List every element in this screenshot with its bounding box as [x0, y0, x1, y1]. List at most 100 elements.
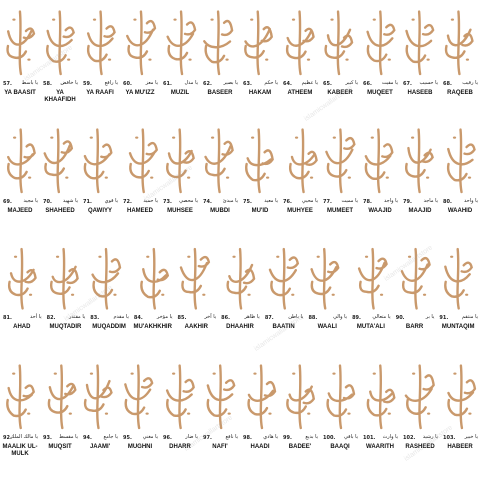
item-name: WAARITH	[366, 444, 394, 450]
item-arabic: يا بر	[425, 314, 435, 320]
item-number: 61.	[163, 81, 172, 87]
calligraphy-dot	[426, 58, 430, 61]
item-name: MU'AKHKHIR	[133, 324, 172, 330]
calligraphy-dot	[13, 255, 18, 258]
item: 71. يا قوي QAWIYY	[80, 120, 120, 238]
calligraphy-dot	[68, 412, 72, 415]
item-arabic: يا باسط	[21, 80, 38, 86]
item-arabic: يا بصير	[223, 80, 239, 86]
item-arabic: يا منتقم	[461, 314, 478, 320]
item-number: 97.	[203, 435, 212, 441]
item-arabic: يا محيي	[301, 198, 318, 204]
item-arabic: يا حسيب	[419, 80, 438, 86]
item-name: MAJEED	[7, 208, 33, 214]
item-arabic: يا مجيد	[23, 198, 38, 204]
item: 70. يا شهيد SHAHEED	[40, 120, 80, 238]
calligraphy-stroke	[126, 10, 157, 76]
item-name: RASHEED	[405, 444, 435, 450]
calligraphy-dot	[422, 293, 426, 296]
item-number: 68.	[443, 81, 452, 87]
calligraphy-dot	[12, 372, 16, 375]
item-number: 63.	[243, 81, 252, 87]
calligraphy-dot	[113, 293, 117, 296]
calligraphy	[7, 128, 36, 194]
calligraphy-dot	[306, 58, 311, 61]
item-arabic: يا مقدم	[113, 314, 129, 320]
calligraphy	[357, 247, 388, 310]
calligraphy-dot	[347, 412, 351, 415]
item: 59. يا رافع YA RAAFI	[80, 2, 120, 120]
item-name: HAKAM	[248, 90, 272, 96]
item-arabic: يا جامع	[103, 434, 118, 440]
calligraphy-dot	[52, 18, 56, 21]
calligraphy-stroke	[165, 364, 195, 430]
item-name: MUHSEE	[167, 208, 193, 214]
item-number: 86.	[221, 315, 231, 321]
calligraphy-dot	[426, 176, 430, 179]
item: 58. يا خافض YA KHAAFIDH	[40, 2, 80, 120]
calligraphy-stroke	[6, 364, 35, 430]
calligraphy-dot	[107, 58, 112, 61]
calligraphy	[140, 247, 169, 310]
calligraphy	[446, 128, 476, 194]
calligraphy-stroke	[6, 10, 36, 76]
calligraphy	[83, 128, 113, 194]
item-name: BASEER	[207, 90, 233, 96]
calligraphy	[324, 10, 354, 76]
item-arabic: يا هادي	[263, 434, 278, 440]
item-name: DHARR	[169, 444, 191, 450]
calligraphy-stroke	[86, 10, 116, 76]
item-name: YA KHAAFIDH	[44, 90, 76, 103]
item-name: NAFI'	[212, 444, 228, 450]
calligraphy	[244, 10, 273, 76]
item-arabic: يا واجد	[383, 198, 398, 204]
item: 101. يا وارث WAARITH	[360, 356, 400, 474]
calligraphy-dot	[387, 58, 391, 61]
calligraphy-dot	[210, 136, 215, 139]
item-arabic: يا والي	[333, 314, 348, 320]
item: 72. يا حميد HAMEED	[120, 120, 160, 238]
calligraphy-dot	[294, 136, 299, 139]
calligraphy-stroke	[7, 247, 37, 310]
item-arabic: يا رقيب	[462, 80, 478, 86]
calligraphy-dot	[412, 372, 416, 375]
item-arabic: يا مؤخر	[156, 314, 173, 320]
item-arabic: يا مالك الملك	[10, 434, 38, 440]
item: 103. يا خبير HABEER	[440, 356, 480, 474]
calligraphy-dot	[372, 18, 376, 21]
item-number: 78.	[363, 199, 372, 205]
calligraphy-dot	[225, 58, 229, 61]
item-name: MAAJID	[408, 208, 432, 214]
item-number: 82.	[46, 315, 56, 321]
item: 89. يا متعالي MUTA'ALI	[349, 240, 393, 358]
item-arabic: يا مغني	[142, 434, 158, 440]
item-number: 59.	[83, 81, 92, 87]
calligraphy	[124, 364, 154, 430]
calligraphy-dot	[450, 255, 454, 258]
item: 74. يا مبدئ MUBDI	[200, 120, 240, 238]
item: 61. يا مذل MUZIL	[160, 2, 200, 120]
calligraphy	[226, 247, 256, 310]
item-arabic: يا خبير	[464, 434, 478, 440]
calligraphy-dot	[468, 412, 472, 415]
calligraphy-dot	[201, 293, 205, 296]
calligraphy-stroke	[310, 247, 340, 310]
item-arabic: يا ضار	[185, 434, 198, 440]
calligraphy-stroke	[285, 10, 315, 76]
calligraphy-dot	[268, 412, 272, 415]
item-name: MUQTADIR	[49, 324, 82, 330]
calligraphy-dot	[467, 176, 472, 179]
calligraphy-dot	[450, 18, 455, 21]
item-arabic: يا محصي	[179, 198, 198, 204]
calligraphy-dot	[65, 176, 69, 179]
item-name: MUZIL	[170, 90, 190, 96]
calligraphy	[126, 10, 157, 76]
calligraphy	[404, 364, 435, 430]
calligraphy	[405, 10, 435, 76]
item-name: MU'ID	[251, 208, 269, 214]
calligraphy	[286, 364, 316, 430]
calligraphy-dot	[92, 18, 97, 21]
item-number: 65.	[323, 81, 332, 87]
item: 69. يا مجيد MAJEED	[0, 120, 40, 238]
